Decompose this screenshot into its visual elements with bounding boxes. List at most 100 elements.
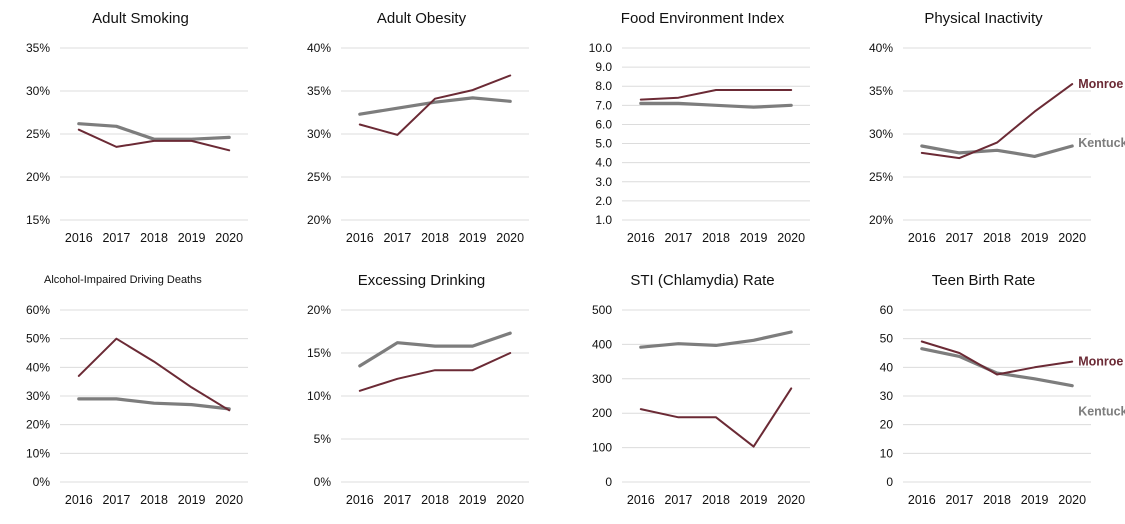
chart-panel: STI (Chlamydia) Rate 500 400 300 200 100 0 2016… bbox=[562, 262, 843, 524]
y-tick-label: 50 bbox=[880, 332, 894, 346]
series-line-monroe-county bbox=[77, 337, 231, 412]
y-tick-label: 50% bbox=[26, 332, 50, 346]
y-tick-label: 25% bbox=[307, 170, 331, 184]
series-label-monroe-county: Monroe County bbox=[1078, 355, 1125, 369]
y-tick-label: 5.0 bbox=[595, 137, 612, 151]
x-tick-label: 2017 bbox=[102, 493, 130, 507]
chart-panel: Food Environment Index 10.0 9.0 8.0 7.0 6.0 5.… bbox=[562, 0, 843, 262]
chart-svg: 20% 15% 10% 5% 0% 2016 2017 2018 2019 2020 bbox=[307, 303, 529, 507]
y-tick-label: 5% bbox=[314, 432, 332, 446]
x-tick-label: 2020 bbox=[215, 231, 243, 245]
y-tick-label: 9.0 bbox=[595, 60, 612, 74]
x-tick-label: 2020 bbox=[496, 231, 524, 245]
y-tick-label: 60 bbox=[880, 303, 894, 317]
series-line-monroe-county bbox=[920, 340, 1074, 376]
chart-svg: 35% 30% 25% 20% 15% 2016 2017 2018 2019 2020 bbox=[26, 41, 248, 245]
y-tick-label: 10 bbox=[880, 446, 894, 460]
x-tick-label: 2020 bbox=[496, 493, 524, 507]
x-tick-label: 2017 bbox=[664, 231, 692, 245]
x-tick-label: 2019 bbox=[740, 231, 768, 245]
y-tick-label: 40 bbox=[880, 360, 894, 374]
chart-svg: 40% 35% 30% 25% 20% 2016 2017 2018 2019 2020 bbox=[307, 41, 529, 245]
x-tick-label: 2017 bbox=[102, 231, 130, 245]
x-tick-label: 2016 bbox=[346, 231, 374, 245]
chart-panel: Teen Birth Rate 60 50 40 30 20 10 0 2016 2017 2018… bbox=[843, 262, 1125, 524]
y-tick-label: 0 bbox=[886, 475, 893, 489]
x-tick-label: 2020 bbox=[777, 493, 805, 507]
x-tick-label: 2020 bbox=[215, 493, 243, 507]
y-tick-label: 10% bbox=[307, 389, 331, 403]
chart-svg: 40% 35% 30% 25% 20% 2016 2017 2018 2019 2020 Kentu… bbox=[869, 41, 1125, 245]
y-tick-label: 30% bbox=[26, 84, 50, 98]
series-line-kentucky bbox=[77, 122, 231, 141]
x-tick-label: 2017 bbox=[945, 231, 973, 245]
y-tick-label: 7.0 bbox=[595, 98, 612, 112]
chart-panel: Adult Obesity 40% 35% 30% 25% 20% 2016 2017 2018… bbox=[281, 0, 562, 262]
y-tick-label: 35% bbox=[26, 41, 50, 55]
x-tick-label: 2018 bbox=[983, 231, 1011, 245]
y-tick-label: 300 bbox=[592, 372, 612, 386]
x-tick-label: 2016 bbox=[908, 493, 936, 507]
x-tick-label: 2019 bbox=[1021, 493, 1049, 507]
y-tick-label: 30% bbox=[26, 389, 50, 403]
y-tick-label: 20% bbox=[307, 213, 331, 227]
x-tick-label: 2019 bbox=[459, 493, 487, 507]
y-tick-label: 20% bbox=[26, 170, 50, 184]
y-tick-label: 30% bbox=[307, 127, 331, 141]
y-tick-label: 8.0 bbox=[595, 79, 612, 93]
chart-panel: Adult Smoking 35% 30% 25% 20% 15% 2016 2017 2018… bbox=[0, 0, 281, 262]
x-tick-label: 2020 bbox=[1058, 231, 1086, 245]
chart-title: Alcohol-Impaired Driving Deaths bbox=[44, 274, 202, 286]
x-tick-label: 2016 bbox=[627, 493, 655, 507]
chart-panel: Physical Inactivity 40% 35% 30% 25% 20% 2016 20… bbox=[843, 0, 1125, 262]
y-tick-label: 35% bbox=[869, 84, 893, 98]
chart-panel: Alcohol-Impaired Driving Deaths 60% 50% 40%… bbox=[0, 262, 281, 524]
y-tick-label: 500 bbox=[592, 303, 612, 317]
y-tick-label: 30 bbox=[880, 389, 894, 403]
series-line-monroe-county bbox=[358, 74, 512, 136]
chart-title: Physical Inactivity bbox=[924, 10, 1043, 27]
y-tick-label: 25% bbox=[869, 170, 893, 184]
y-tick-label: 25% bbox=[26, 127, 50, 141]
y-tick-label: 0 bbox=[605, 475, 612, 489]
y-tick-label: 3.0 bbox=[595, 175, 612, 189]
x-tick-label: 2017 bbox=[383, 231, 411, 245]
series-line-monroe-county bbox=[639, 89, 793, 101]
series-label-kentucky: Kentucky bbox=[1078, 405, 1125, 419]
y-tick-label: 100 bbox=[592, 441, 612, 455]
x-tick-label: 2018 bbox=[140, 231, 168, 245]
series-line-kentucky bbox=[358, 96, 512, 116]
y-tick-label: 200 bbox=[592, 406, 612, 420]
y-tick-label: 20% bbox=[869, 213, 893, 227]
x-tick-label: 2020 bbox=[777, 231, 805, 245]
x-tick-label: 2016 bbox=[908, 231, 936, 245]
chart-title: STI (Chlamydia) Rate bbox=[630, 272, 775, 289]
chart-svg: 60% 50% 40% 30% 20% 10% 0% 2016 2017 2018 2019 2020 bbox=[26, 303, 248, 507]
x-tick-label: 2018 bbox=[421, 493, 449, 507]
chart-title: Adult Obesity bbox=[376, 10, 467, 27]
series-line-monroe-county bbox=[920, 83, 1074, 160]
x-tick-label: 2019 bbox=[178, 231, 206, 245]
y-tick-label: 20% bbox=[26, 418, 50, 432]
y-tick-label: 4.0 bbox=[595, 156, 612, 170]
x-tick-label: 2016 bbox=[627, 231, 655, 245]
y-tick-label: 10.0 bbox=[589, 41, 613, 55]
series-line-kentucky bbox=[77, 397, 231, 411]
x-tick-label: 2018 bbox=[983, 493, 1011, 507]
y-tick-label: 20% bbox=[307, 303, 331, 317]
series-label-kentucky: Kentucky bbox=[1078, 136, 1125, 150]
x-tick-label: 2017 bbox=[945, 493, 973, 507]
x-tick-label: 2016 bbox=[65, 493, 93, 507]
x-tick-label: 2018 bbox=[140, 493, 168, 507]
series-line-kentucky bbox=[358, 331, 512, 368]
y-tick-label: 30% bbox=[869, 127, 893, 141]
chart-panel: Excessing Drinking 20% 15% 10% 5% 0% 2016 2017 2… bbox=[281, 262, 562, 524]
y-tick-label: 35% bbox=[307, 84, 331, 98]
chart-title: Excessing Drinking bbox=[357, 272, 486, 289]
x-tick-label: 2018 bbox=[421, 231, 449, 245]
x-tick-label: 2018 bbox=[702, 231, 730, 245]
y-tick-label: 0% bbox=[314, 475, 332, 489]
x-tick-label: 2020 bbox=[1058, 493, 1086, 507]
y-tick-label: 40% bbox=[26, 360, 50, 374]
